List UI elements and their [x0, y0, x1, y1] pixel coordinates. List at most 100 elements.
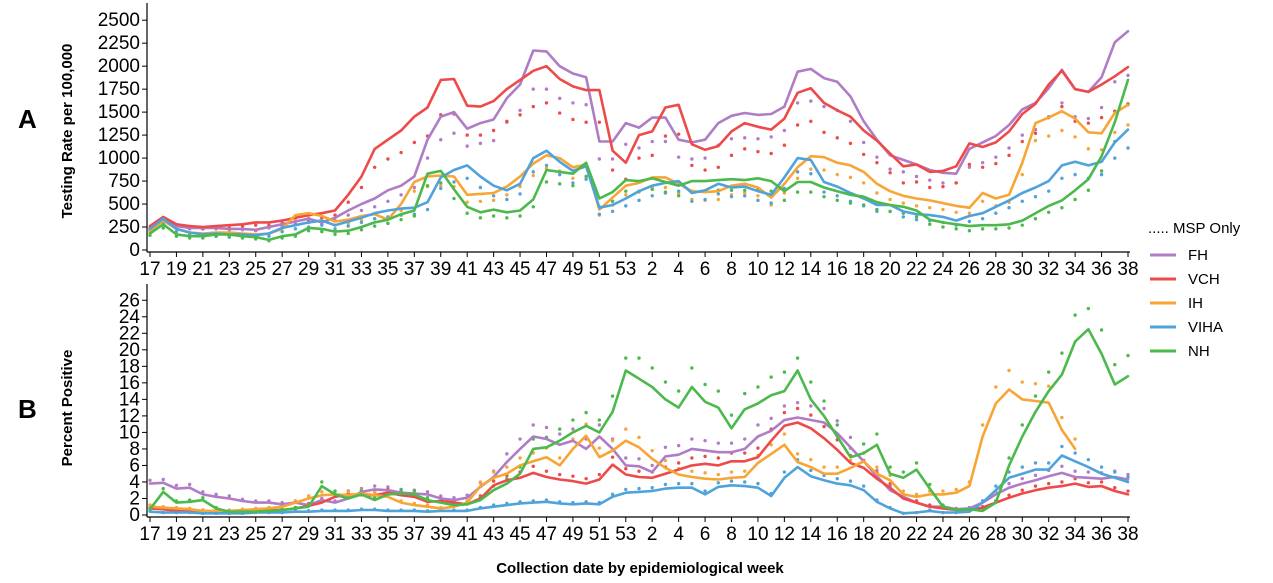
msp-point-fh-a — [1126, 73, 1130, 78]
x-tick-label-b: 17 — [139, 524, 160, 545]
msp-point-vch-a — [795, 123, 800, 127]
x-tick-label-b: 39 — [430, 524, 451, 545]
msp-point-vch-a — [888, 171, 892, 175]
msp-point-viha-a — [439, 186, 443, 191]
msp-point-viha-a — [333, 227, 337, 231]
msp-point-fh-b — [729, 441, 734, 445]
x-tick-label-b: 43 — [483, 524, 504, 545]
msp-point-nh-a — [399, 217, 403, 222]
msp-point-vch-a — [901, 181, 906, 185]
msp-point-viha-b — [676, 481, 681, 486]
x-tick-label-b: 45 — [509, 524, 530, 545]
msp-point-fh-b — [1126, 472, 1130, 477]
msp-point-fh-b — [835, 419, 839, 423]
msp-point-ih-a — [835, 172, 839, 177]
msp-point-viha-a — [822, 190, 826, 194]
msp-point-fh-a — [597, 157, 602, 161]
panel-label-a: A — [18, 104, 37, 134]
msp-point-vch-a — [1086, 121, 1091, 125]
msp-point-viha-b — [1113, 470, 1117, 474]
msp-point-ih-a — [848, 175, 853, 180]
msp-point-fh-a — [967, 165, 972, 169]
msp-point-vch-a — [835, 136, 839, 140]
msp-point-nh-b — [584, 410, 588, 415]
msp-point-ih-a — [465, 200, 469, 204]
msp-point-vch-a — [954, 181, 958, 185]
msp-point-fh-a — [1020, 133, 1024, 137]
msp-point-viha-b — [1099, 465, 1104, 469]
msp-point-vch-b — [571, 474, 575, 478]
msp-point-vch-a — [928, 185, 932, 190]
msp-point-nh-a — [954, 227, 958, 231]
msp-point-nh-b — [901, 470, 906, 474]
msp-point-nh-b — [716, 389, 720, 393]
msp-point-nh-a — [1060, 206, 1064, 210]
msp-point-ih-b — [835, 465, 839, 469]
msp-point-fh-a — [769, 135, 773, 139]
msp-point-viha-a — [531, 170, 535, 174]
msp-point-viha-b — [716, 481, 720, 485]
msp-point-viha-a — [914, 217, 919, 222]
msp-point-nh-a — [914, 215, 919, 219]
msp-point-ih-b — [729, 470, 734, 474]
x-tick-label-b: 35 — [377, 524, 398, 545]
msp-point-viha-a — [478, 185, 483, 190]
msp-point-ih-a — [518, 184, 522, 189]
msp-point-fh-b — [637, 457, 641, 461]
msp-point-fh-b — [769, 416, 773, 421]
msp-point-vch-a — [729, 153, 734, 158]
msp-point-vch-a — [809, 119, 813, 124]
x-tick-label-a: 29 — [298, 259, 319, 280]
msp-point-nh-a — [782, 198, 787, 203]
msp-point-nh-a — [306, 228, 311, 233]
x-tick-label-a: 21 — [192, 259, 213, 280]
msp-point-ih-b — [954, 487, 958, 492]
msp-point-nh-b — [1020, 423, 1024, 427]
msp-point-nh-a — [928, 222, 932, 226]
msp-point-nh-a — [439, 181, 443, 185]
msp-point-nh-a — [809, 190, 813, 194]
y-tick-label-a: 1250 — [98, 125, 140, 146]
msp-point-fh-a — [518, 108, 522, 112]
msp-point-fh-b — [1073, 469, 1077, 473]
x-tick-label-a: 28 — [985, 259, 1006, 280]
y-tick-label-a: 1000 — [98, 148, 140, 169]
msp-point-ih-b — [663, 458, 668, 463]
msp-point-viha-b — [663, 482, 668, 487]
msp-point-ih-b — [505, 465, 509, 469]
x-tick-label-b: 24 — [932, 524, 954, 545]
msp-point-nh-b — [729, 413, 734, 417]
msp-point-vch-b — [703, 454, 707, 459]
msp-point-vch-b — [1113, 486, 1117, 490]
msp-point-nh-b — [1060, 351, 1064, 355]
msp-point-vch-b — [1033, 484, 1038, 488]
msp-point-fh-b — [386, 485, 390, 489]
y-tick-label-a: 1750 — [98, 79, 140, 100]
msp-point-fh-b — [372, 484, 377, 488]
x-tick-label-b: 4 — [673, 524, 684, 545]
x-tick-label-b: 37 — [404, 524, 425, 545]
x-tick-label-b: 18 — [853, 524, 874, 545]
msp-point-ih-b — [346, 490, 350, 494]
legend-label-viha: VIHA — [1188, 319, 1223, 336]
msp-point-fh-b — [848, 435, 853, 440]
msp-point-fh-b — [425, 490, 430, 494]
msp-point-vch-a — [994, 161, 998, 166]
msp-point-viha-b — [835, 476, 839, 481]
msp-point-viha-a — [1099, 172, 1104, 177]
msp-point-ih-b — [558, 456, 562, 460]
msp-point-fh-a — [558, 96, 562, 101]
x-tick-label-b: 20 — [880, 524, 901, 545]
msp-point-viha-b — [1126, 475, 1130, 479]
msp-point-fh-b — [214, 492, 218, 497]
msp-point-vch-b — [531, 464, 535, 468]
x-tick-label-a: 53 — [615, 259, 636, 280]
msp-point-fh-b — [663, 445, 668, 449]
msp-point-fh-a — [782, 128, 787, 133]
msp-point-ih-b — [914, 492, 919, 497]
msp-point-vch-b — [795, 406, 800, 411]
y-tick-label-b: 24 — [119, 307, 141, 328]
x-tick-label-a: 37 — [404, 259, 425, 280]
msp-point-fh-b — [544, 425, 549, 430]
